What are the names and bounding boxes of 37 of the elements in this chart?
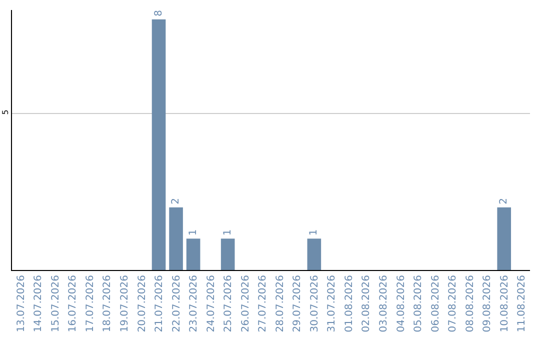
x-tick-label: 24.07.2026 — [206, 275, 217, 332]
x-tick-label: 07.08.2026 — [448, 275, 459, 332]
x-tick-label: 06.08.2026 — [430, 275, 442, 332]
x-tick-label: 25.07.2026 — [223, 275, 234, 332]
x-tick-label: 11.08.2026 — [516, 275, 528, 332]
x-tick-label: 13.07.2026 — [16, 275, 27, 332]
y-tick-label: 5 — [0, 110, 10, 115]
data-label: 8 — [153, 10, 164, 16]
x-tick-label: 28.07.2026 — [274, 275, 286, 332]
data-label: 1 — [308, 229, 320, 236]
x-tick-label: 03.08.2026 — [378, 275, 390, 332]
x-tick-label: 29.07.2026 — [292, 275, 304, 332]
x-tick-label: 21.07.2026 — [154, 275, 166, 332]
x-tick-label: 18.07.2026 — [102, 275, 114, 332]
x-tick-label: 19.07.2026 — [119, 275, 130, 332]
x-tick-label: 01.08.2026 — [344, 275, 355, 332]
x-tick-label: 15.07.2026 — [50, 275, 62, 332]
x-tick-label: 09.08.2026 — [482, 275, 494, 332]
x-tick-label: 16.07.2026 — [68, 275, 79, 332]
x-tick-label: 27.07.2026 — [258, 275, 269, 332]
x-tick-label: 14.07.2026 — [33, 275, 44, 332]
data-label: 1 — [188, 229, 199, 236]
x-tick-label: 02.08.2026 — [361, 275, 372, 332]
x-tick-label: 30.07.2026 — [309, 275, 320, 332]
x-tick-label: 10.08.2026 — [499, 275, 510, 332]
data-label: 1 — [222, 229, 234, 236]
x-tick-label: 22.07.2026 — [171, 275, 182, 332]
data-label: 2 — [170, 198, 182, 204]
x-tick-label: 05.08.2026 — [413, 275, 424, 332]
x-tick-label: 04.08.2026 — [396, 275, 407, 332]
x-tick-label: 23.07.2026 — [188, 275, 200, 332]
x-tick-label: 20.07.2026 — [136, 275, 148, 332]
x-tick-label: 17.07.2026 — [84, 275, 96, 332]
x-tick-label: 26.07.2026 — [240, 275, 252, 332]
x-tick-label: 08.08.2026 — [464, 275, 476, 332]
data-label: 2 — [498, 198, 510, 204]
x-tick-label: 31.07.2026 — [326, 275, 338, 332]
